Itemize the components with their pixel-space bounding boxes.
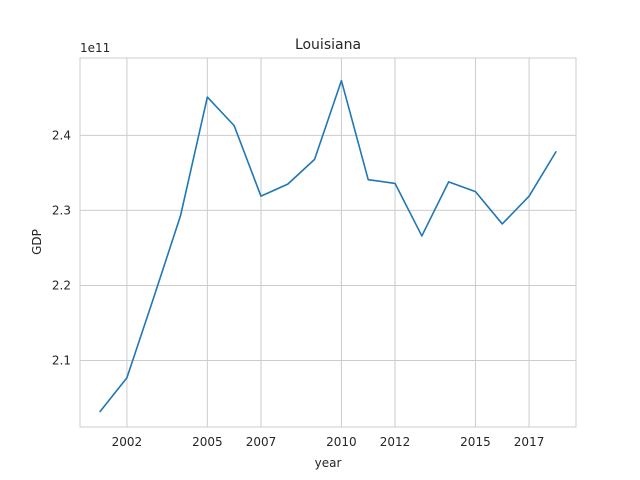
- grid: [80, 58, 576, 427]
- chart-title: Louisiana: [295, 37, 361, 53]
- x-tick-label: 2017: [514, 435, 545, 449]
- x-tick-label: 2012: [380, 435, 411, 449]
- x-tick-label: 2005: [192, 435, 223, 449]
- x-tick-label: 2015: [460, 435, 491, 449]
- y-tick-label: 2.3: [52, 203, 71, 217]
- y-offset-label: 1e11: [80, 41, 110, 55]
- series-line-gdp: [99, 79, 557, 413]
- plot-frame: [79, 57, 577, 428]
- y-tick-label: 2.2: [52, 278, 71, 292]
- y-tick-label: 2.4: [52, 128, 71, 142]
- x-tick-label: 2007: [246, 435, 277, 449]
- y-axis-label: GDP: [30, 229, 44, 255]
- x-tick-label: 2010: [326, 435, 357, 449]
- x-axis-label: year: [315, 456, 342, 470]
- x-tick-label: 2002: [112, 435, 143, 449]
- y-tick-label: 2.1: [52, 354, 71, 368]
- series-layer: [99, 79, 557, 413]
- tick-labels: 2002 2005 2007 2010 2012 2015 2017 2.1 2.2 2.3 2.4: [52, 128, 544, 449]
